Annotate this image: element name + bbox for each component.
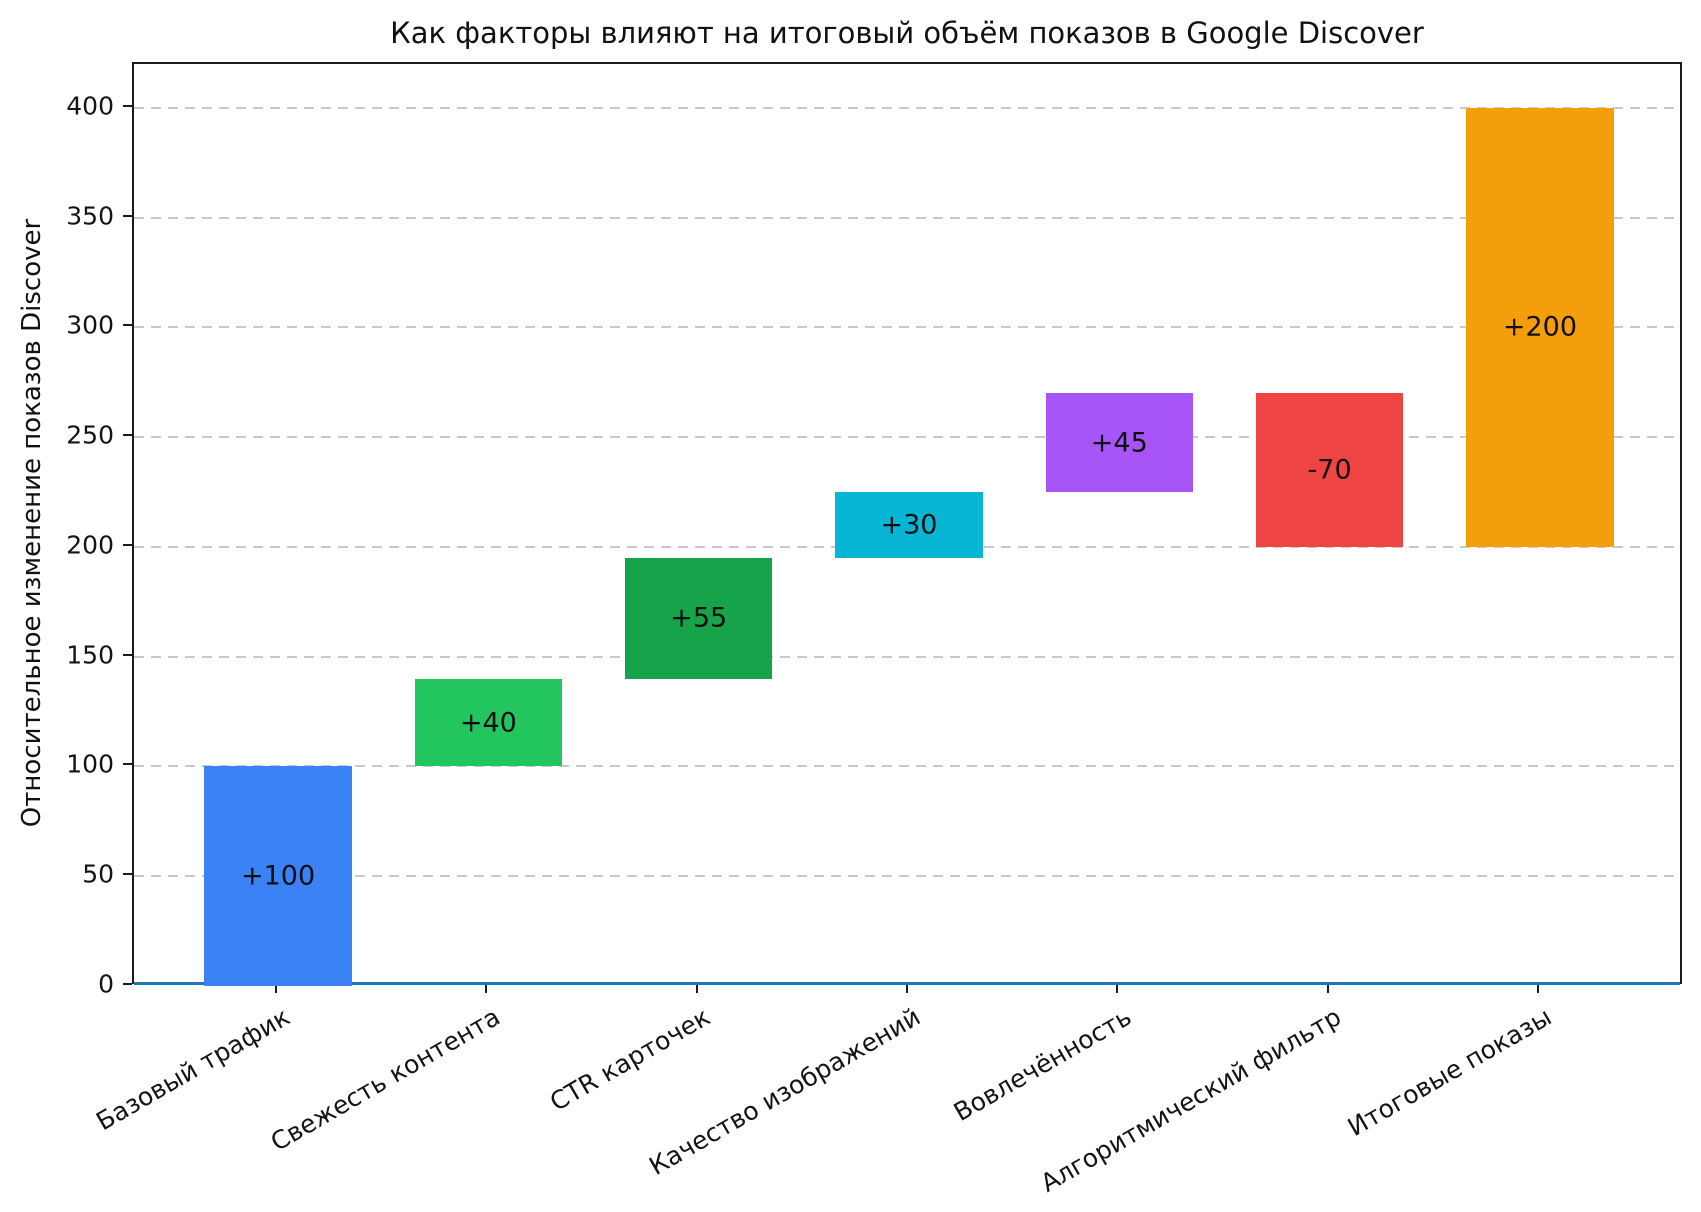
x-tick-1	[275, 984, 278, 993]
bar-5	[1045, 393, 1193, 493]
gridline-y-300	[134, 326, 1680, 329]
bar-value-label-3: +55	[670, 602, 728, 634]
bar-value-label-2: +40	[459, 707, 517, 739]
bar-3	[625, 557, 773, 679]
gridline-y-400	[134, 106, 1680, 109]
bar-4	[835, 492, 983, 558]
bar-6	[1256, 393, 1404, 547]
x-tick-label-3: CTR карточек	[545, 1002, 716, 1117]
bar-value-label-1: +100	[240, 860, 316, 892]
bar-1	[204, 766, 352, 986]
y-tick-label-200: 200	[66, 530, 114, 560]
gridline-y-50	[134, 875, 1680, 878]
x-tick-label-7: Итоговые показы	[1342, 1002, 1557, 1143]
x-tick-label-2: Свежесть контента	[265, 1002, 505, 1157]
bar-2	[414, 678, 562, 767]
gridline-y-150	[134, 655, 1680, 658]
x-tick-6	[1326, 984, 1329, 993]
x-tick-7	[1536, 984, 1539, 993]
bar-value-label-4: +30	[880, 509, 938, 541]
y-tick-300	[123, 324, 132, 327]
plot-area: +100 +40 +55 +30 +45 -70 +200	[132, 62, 1682, 986]
chart-title: Как факторы влияют на итоговый объём пок…	[390, 16, 1424, 50]
bar-value-label-6: -70	[1307, 454, 1352, 486]
y-tick-50	[123, 873, 132, 876]
x-tick-3	[695, 984, 698, 993]
gridline-y-250	[134, 436, 1680, 439]
x-tick-5	[1116, 984, 1119, 993]
y-tick-400	[123, 104, 132, 107]
y-tick-label-250: 250	[66, 420, 114, 450]
y-tick-350	[123, 214, 132, 217]
y-tick-150	[123, 653, 132, 656]
zero-baseline	[134, 982, 1680, 985]
y-tick-label-150: 150	[66, 640, 114, 670]
y-tick-label-0: 0	[98, 969, 114, 999]
y-tick-200	[123, 543, 132, 546]
bar-7	[1466, 107, 1614, 547]
x-tick-label-1: Базовый трафик	[91, 1002, 295, 1137]
y-tick-label-100: 100	[66, 749, 114, 779]
y-tick-label-400: 400	[66, 91, 114, 121]
y-tick-label-300: 300	[66, 310, 114, 340]
bar-value-label-5: +45	[1090, 427, 1148, 459]
bar-value-label-7: +200	[1502, 311, 1578, 343]
x-tick-label-5: Вовлечённость	[948, 1002, 1136, 1127]
y-tick-250	[123, 434, 132, 437]
gridline-y-350	[134, 216, 1680, 219]
y-tick-0	[123, 983, 132, 985]
gridline-y-100	[134, 765, 1680, 768]
y-tick-label-350: 350	[66, 201, 114, 231]
x-tick-4	[906, 984, 908, 993]
y-tick-label-50: 50	[82, 859, 114, 889]
y-tick-100	[123, 763, 132, 766]
x-tick-2	[485, 984, 488, 993]
